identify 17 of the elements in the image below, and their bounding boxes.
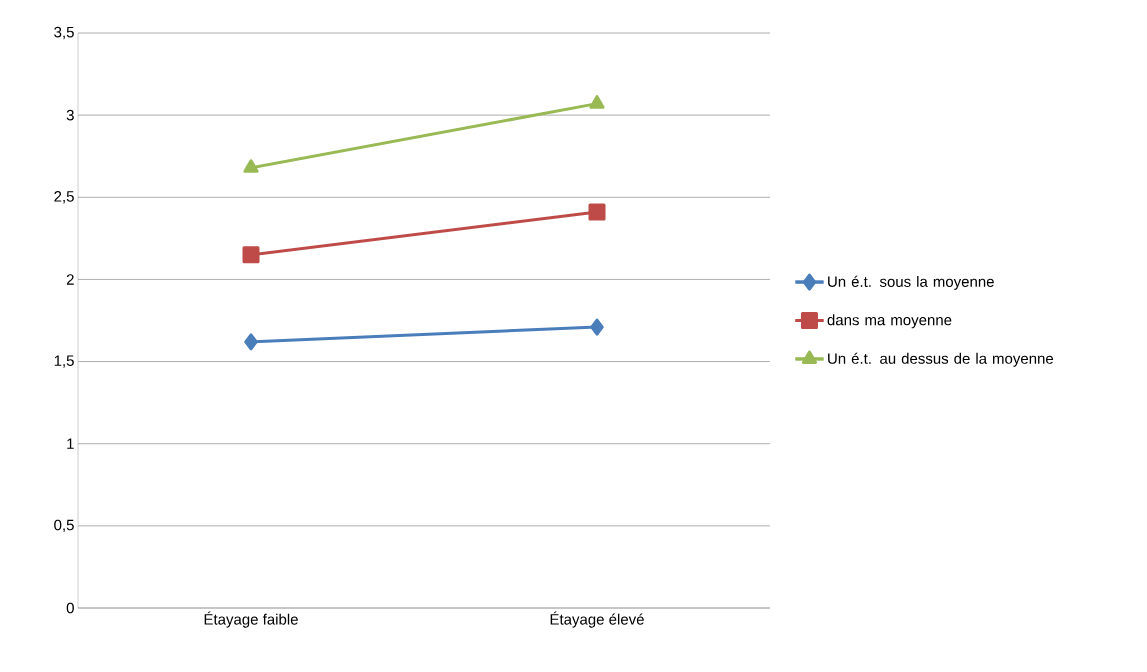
point [590,318,604,336]
point [588,203,606,221]
y-tick-label: 0 [66,602,74,614]
y-tick-label: 3 [66,109,74,121]
x-tick-label: Étayage faible [204,611,298,628]
y-tick-label: 2 [66,274,74,285]
y-tick-label: 0,5 [54,519,74,533]
y-tick-label: 1,5 [54,355,74,368]
legend-label: Un é.t. sous la moyenne [828,275,994,290]
legend-label: Un é.t. au dessus de la moyenne [828,352,1054,367]
point [242,246,260,264]
x-tick-label: Étayage élevé [550,611,644,628]
point [244,333,258,351]
y-tick-label: 3,5 [54,26,74,40]
y-tick-label: 1 [67,438,74,449]
y-tick-label: 2,5 [54,191,74,204]
legend-label: dans ma moyenne [827,314,952,329]
